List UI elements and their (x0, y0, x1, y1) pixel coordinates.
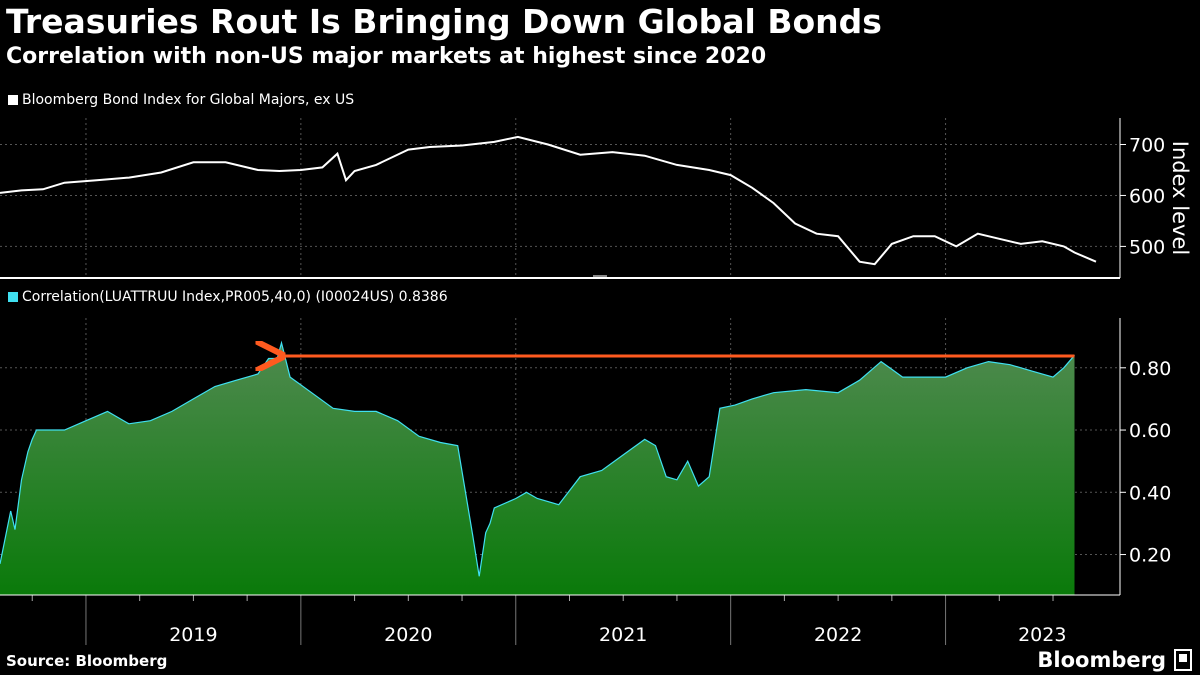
top-panel-grid (0, 118, 1120, 278)
x-tick-label-2021: 2021 (599, 624, 647, 646)
bottom-y-tick-label-3: 0.80 (1129, 358, 1171, 380)
legend-index: Bloomberg Bond Index for Global Majors, … (8, 92, 354, 108)
top-y-tick-label-0: 500 (1129, 236, 1165, 258)
legend-correlation: Correlation(LUATTRUU Index,PR005,40,0) (… (8, 289, 448, 305)
bloomberg-terminal-icon (1174, 649, 1192, 671)
legend-correlation-label: Correlation(LUATTRUU Index,PR005,40,0) (… (22, 289, 448, 305)
bottom-y-tick-label-0: 0.20 (1129, 545, 1171, 567)
x-tick-label-2020: 2020 (384, 624, 432, 646)
correlation-area (0, 342, 1075, 595)
bottom-y-tick-label-2: 0.60 (1129, 420, 1171, 442)
chart-title: Treasuries Rout Is Bringing Down Global … (6, 2, 882, 41)
source-note: Source: Bloomberg (6, 652, 168, 670)
correlation-area-layer (0, 340, 1075, 595)
correlation-line (0, 340, 1075, 577)
top-y-tick-label-1: 600 (1129, 185, 1165, 207)
top-y-axis-label: Index level (1168, 141, 1192, 255)
x-tick-label-2023: 2023 (1018, 624, 1066, 646)
index-line (0, 135, 1097, 266)
legend-index-label: Bloomberg Bond Index for Global Majors, … (22, 92, 355, 108)
legend-correlation-swatch (8, 292, 18, 302)
brand-logo: Bloomberg (1037, 648, 1192, 672)
top-y-tick-label-2: 700 (1129, 134, 1165, 156)
axis-layer: 500 600 700 Index level 0.20 0.40 0.60 0.80 2019… (31, 134, 1192, 646)
chart-subtitle: Correlation with non-US major markets at… (6, 44, 767, 69)
brand-text: Bloomberg (1037, 648, 1166, 672)
x-tick-label-2022: 2022 (814, 624, 862, 646)
bottom-y-tick-label-1: 0.40 (1129, 482, 1171, 504)
index-line-layer (0, 135, 1097, 266)
x-tick-label-2019: 2019 (169, 624, 217, 646)
legend-index-swatch (8, 95, 18, 105)
